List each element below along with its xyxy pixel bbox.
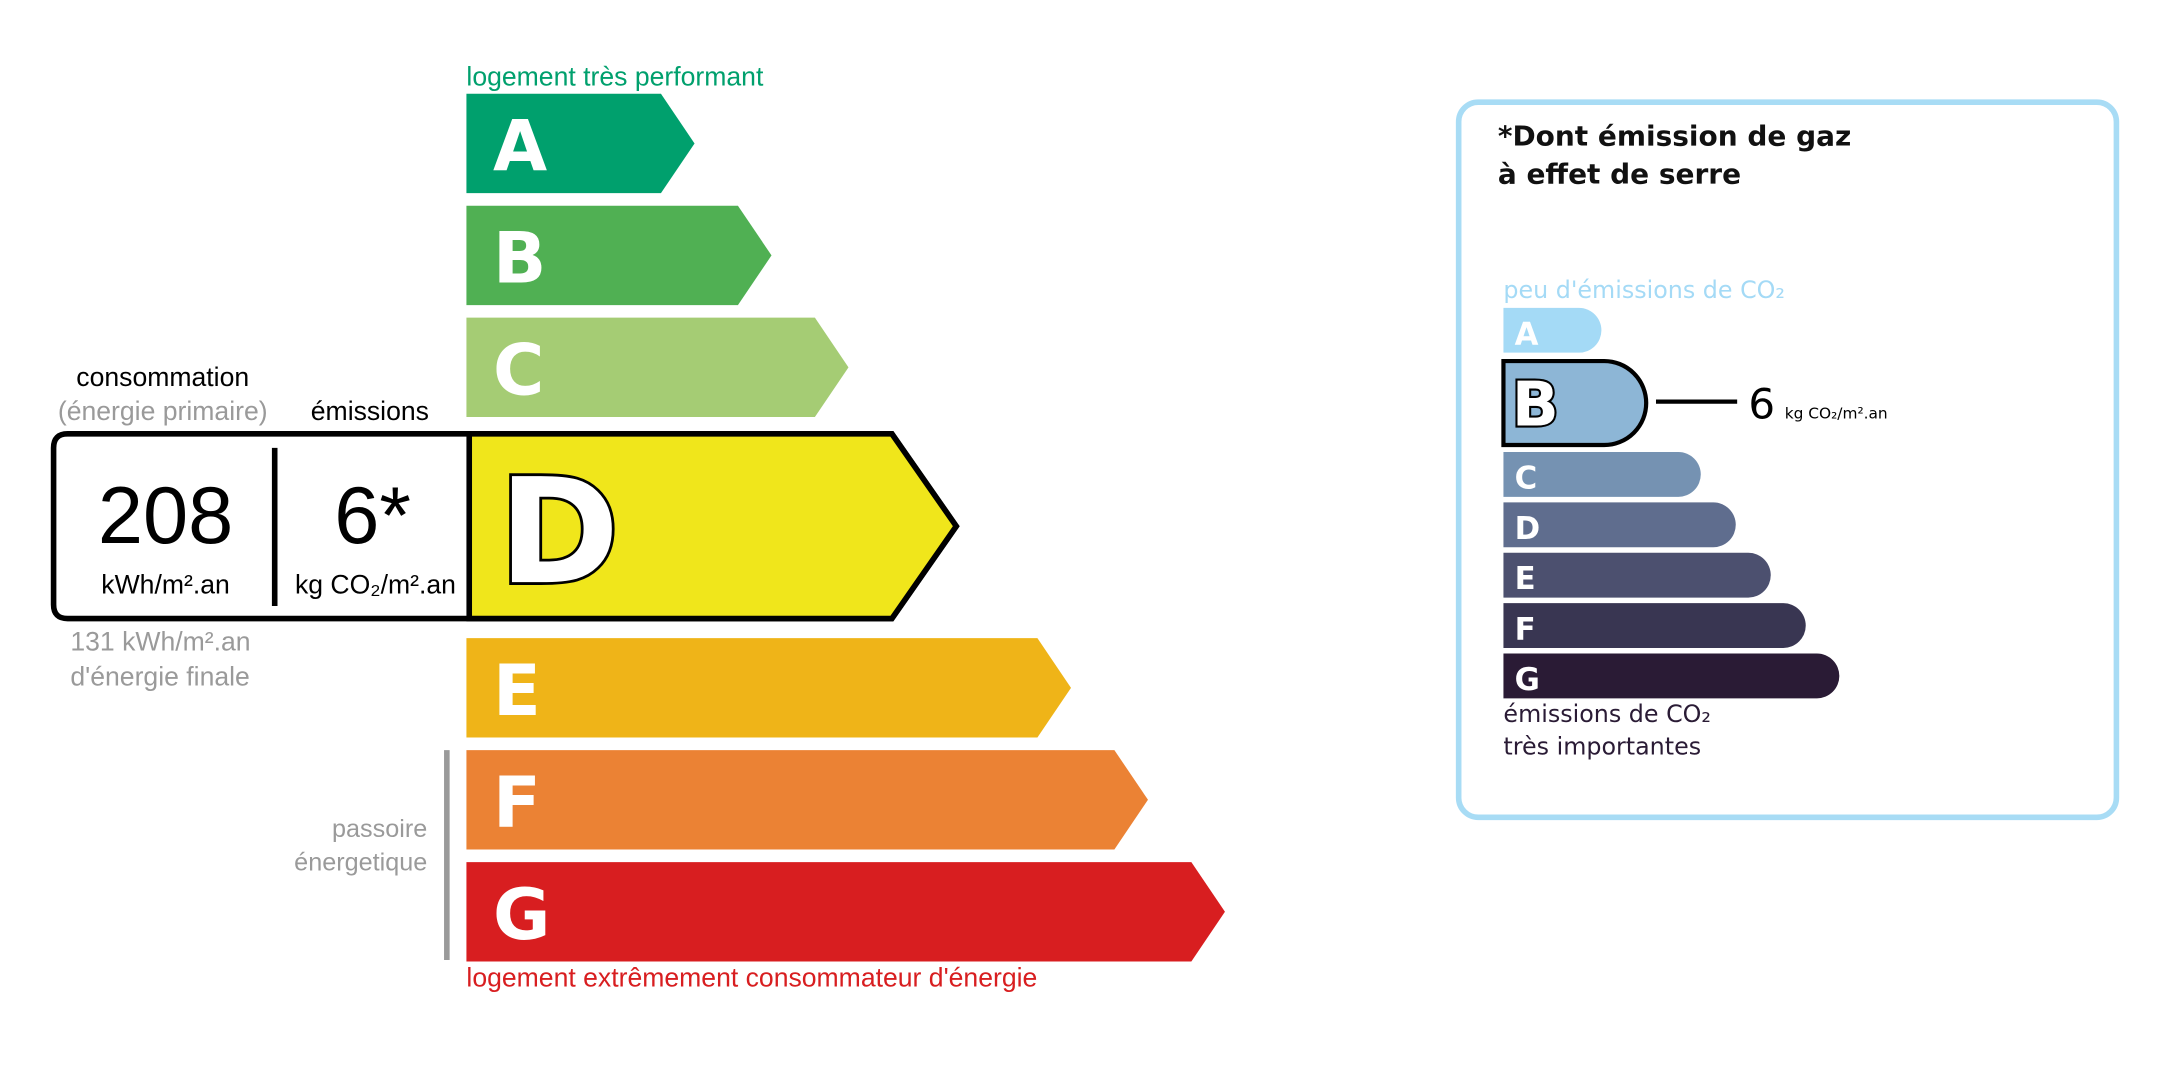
ges-class-letter: F (1515, 612, 1536, 648)
energy-class-bar (466, 638, 1072, 738)
ges-class-letter: C (1515, 460, 1538, 496)
ges-class-bar (1503, 502, 1736, 548)
energy-class-bar (466, 862, 1225, 962)
ges-title-2: à effet de serre (1498, 157, 1741, 190)
bottom-label: logement extrêmement consommateur d'éner… (466, 963, 1037, 993)
ges-top-label: peu d'émissions de CO₂ (1503, 276, 1785, 304)
energy-class-bar (466, 205, 772, 306)
consumption-sublabel: (énergie primaire) (58, 396, 268, 426)
current-class-arrow (466, 431, 960, 622)
ges-bottom-label-2: très importantes (1503, 732, 1701, 760)
energy-class-letter: F (493, 762, 541, 844)
ges-class-bar (1501, 358, 1649, 448)
energy-class-letter: C (493, 330, 544, 412)
energy-scale: ABC EFG (466, 93, 1225, 962)
passoire-label-2: énergetique (294, 848, 427, 876)
ges-class-bar (1503, 552, 1771, 598)
final-energy-label: d'énergie finale (70, 662, 249, 692)
ges-class-bar (1503, 603, 1806, 648)
ges-class-g: G (1503, 653, 1840, 699)
energy-class-b: B (466, 205, 772, 306)
ges-class-letter: E (1515, 561, 1536, 597)
energy-class-c: C (466, 317, 849, 418)
passoire-label: passoire (332, 815, 427, 843)
ges-class-c: C (1503, 452, 1701, 497)
ges-bottom-label: émissions de CO₂ (1503, 700, 1711, 728)
ges-unit: kg CO₂/m².an (1785, 404, 1888, 422)
energy-class-letter: E (493, 650, 541, 732)
energy-class-letter: G (493, 874, 550, 956)
energy-class-letter: B (493, 218, 546, 300)
ges-class-a: A (1503, 307, 1602, 353)
ges-class-bar (1503, 452, 1701, 497)
ges-class-letter: D (1515, 511, 1541, 547)
ges-class-letter: B (1512, 368, 1559, 440)
emissions-value: 6* (334, 471, 411, 561)
energy-class-a: A (466, 93, 695, 194)
final-energy-value: 131 kWh/m².an (70, 627, 250, 657)
ges-class-bar (1503, 307, 1602, 353)
emissions-unit: kg CO₂/m².an (295, 569, 456, 599)
current-class-letter: D (499, 448, 620, 617)
consumption-label: consommation (76, 362, 249, 392)
energy-class-letter: A (493, 106, 547, 188)
ges-value: 6 (1748, 379, 1775, 428)
ges-class-letter: A (1515, 316, 1539, 352)
ges-class-e: E (1503, 552, 1771, 598)
ges-class-bar (1503, 653, 1840, 699)
top-label: logement très performant (466, 61, 764, 91)
energy-class-g: G (466, 862, 1225, 962)
energy-class-f: F (466, 750, 1148, 850)
consumption-unit: kWh/m².an (101, 569, 229, 599)
energy-class-bar (466, 317, 849, 418)
energy-class-e: E (466, 638, 1072, 738)
ges-class-d: D (1503, 502, 1736, 548)
consumption-value: 208 (98, 471, 233, 561)
energy-class-bar (466, 750, 1148, 850)
ges-class-letter: G (1515, 662, 1540, 698)
ges-class-f: F (1503, 603, 1806, 648)
ges-title: *Dont émission de gaz (1498, 120, 1851, 153)
energy-class-bar (466, 93, 695, 194)
emissions-label: émissions (311, 396, 429, 426)
ges-class-b: B (1501, 358, 1649, 448)
